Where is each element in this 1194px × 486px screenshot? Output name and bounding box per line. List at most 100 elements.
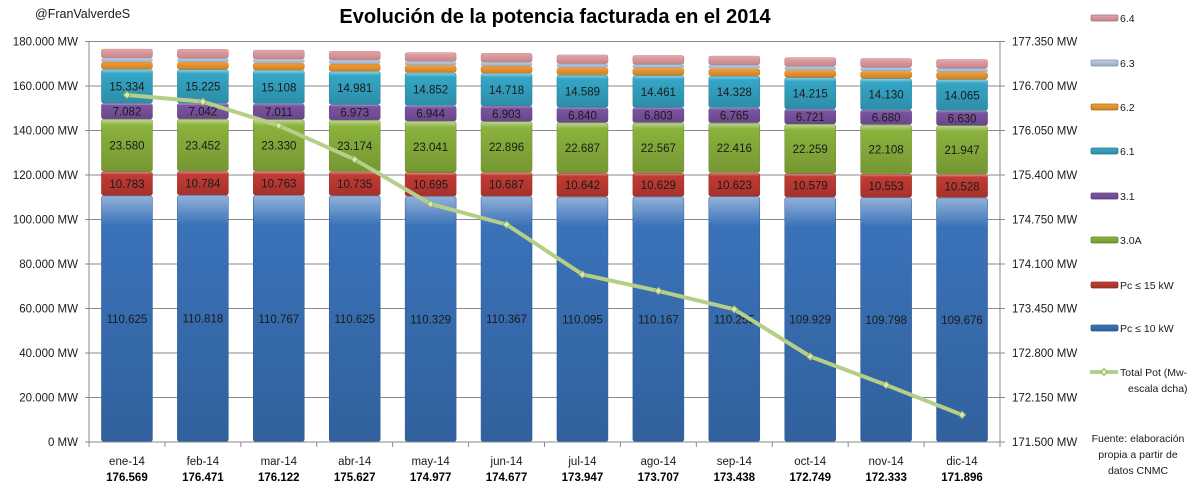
bar-segment-6-3 — [253, 59, 305, 63]
bar-segment-6-2 — [936, 72, 988, 80]
bar-segment-3-0a — [708, 122, 761, 173]
left-axis-tick-label: 180.000 MW — [13, 37, 78, 49]
legend-swatch — [1090, 14, 1119, 22]
category-total: 174.977 — [410, 472, 452, 484]
category-label: mar-14 — [261, 456, 298, 468]
category-label: jul-14 — [567, 456, 597, 468]
bar-segment-6-1 — [784, 77, 836, 110]
left-axis-tick-label: 20.000 MW — [19, 393, 78, 405]
data-label: 110.625 — [334, 314, 375, 326]
bar-segment-pc-10-kw — [253, 195, 305, 442]
data-label: 7.011 — [265, 107, 293, 119]
bar-segment-6-3 — [556, 64, 609, 68]
data-label: 14.065 — [944, 90, 979, 102]
data-label: 10.687 — [489, 180, 524, 192]
bar-segment-pc-15-kw — [936, 174, 988, 198]
data-label: 23.330 — [261, 141, 296, 153]
bar-segment-6-3 — [708, 65, 761, 69]
data-label: 22.259 — [793, 144, 828, 156]
data-label: 6.973 — [340, 108, 369, 120]
bar-segment-3-1 — [404, 105, 457, 122]
data-label: 21.947 — [944, 145, 979, 157]
data-label: 22.567 — [641, 143, 676, 155]
data-label: 10.579 — [793, 181, 828, 193]
bar-segment-3-1 — [101, 103, 153, 120]
bar-segment-3-0a — [632, 122, 685, 173]
category-total: 173.438 — [714, 472, 756, 484]
bar-segment-6-4 — [708, 55, 761, 66]
category-total: 175.627 — [334, 472, 376, 484]
source-line: datos CNMC — [1108, 465, 1169, 477]
data-label: 22.416 — [717, 143, 752, 155]
data-label: 10.695 — [413, 180, 448, 192]
category-label: jun-14 — [490, 456, 524, 468]
legend-item-6-1: 6.1 — [1090, 146, 1135, 158]
data-label: 14.215 — [793, 89, 828, 101]
data-label: 14.852 — [413, 84, 448, 96]
data-label: 110.767 — [258, 314, 299, 326]
data-label: 6.803 — [644, 110, 673, 122]
category-total: 171.896 — [941, 472, 983, 484]
bar-segment-6-1 — [253, 70, 305, 104]
bar-segment-pc-10-kw — [328, 195, 381, 442]
data-label: 6.765 — [720, 111, 749, 123]
bar-segment-6-4 — [328, 50, 381, 61]
data-label: 10.553 — [869, 181, 904, 193]
right-axis-tick-label: 175.400 MW — [1012, 170, 1077, 182]
bar-segment-pc-15-kw — [328, 171, 381, 196]
bar-segment-pc-15-kw — [480, 172, 533, 197]
bar-segment-6-4 — [632, 55, 685, 65]
right-axis-tick-label: 172.800 MW — [1012, 348, 1077, 360]
data-label: 22.896 — [489, 142, 524, 154]
category-label: feb-14 — [187, 456, 220, 468]
legend-swatch — [1090, 192, 1119, 200]
bar-segment-6-4 — [860, 58, 912, 68]
total-line-marker — [578, 270, 587, 279]
total-line-marker — [274, 121, 283, 130]
bar-segment-6-3 — [177, 58, 229, 63]
bar-segment-3-1 — [556, 107, 609, 123]
category-total: 176.471 — [182, 472, 224, 484]
data-label: 14.461 — [641, 87, 676, 99]
total-line-marker — [350, 155, 359, 164]
axes: 0 MW 20.000 MW 40.000 MW 60.000 MW 80.000 MW… — [13, 37, 1078, 450]
bar-segment-3-0a — [177, 119, 229, 172]
bar-segment-6-1 — [404, 72, 457, 106]
bar-segment-6-4 — [936, 59, 988, 69]
legend-label: 6.4 — [1120, 13, 1135, 25]
bar-segment-6-3 — [404, 61, 457, 66]
category-label: ago-14 — [640, 456, 676, 468]
bar-segment-6-3 — [480, 62, 533, 66]
data-label: 109.676 — [941, 315, 983, 327]
bar-segment-6-2 — [556, 67, 609, 75]
bar-segment-3-1 — [253, 103, 305, 120]
data-label: 22.687 — [565, 143, 600, 155]
category-label: abr-14 — [338, 456, 372, 468]
category-total: 172.333 — [865, 472, 907, 484]
bar-segment-3-1 — [860, 109, 912, 125]
data-label: 10.629 — [641, 180, 676, 192]
category-total: 173.707 — [638, 472, 680, 484]
bar-segment-3-1 — [784, 109, 836, 124]
bar-segment-pc-10-kw — [177, 195, 229, 442]
legend-label: 3.1 — [1120, 191, 1135, 203]
data-label: 15.108 — [261, 82, 296, 94]
bar-segment-6-4 — [253, 49, 305, 60]
legend-item-3-1: 3.1 — [1090, 191, 1135, 203]
bar-segment-3-0a — [480, 121, 533, 173]
bar-segment-6-2 — [632, 68, 685, 76]
bar-segment-3-1 — [632, 107, 685, 123]
bar-segment-6-4 — [556, 54, 609, 64]
total-line-marker — [957, 410, 967, 420]
left-axis-tick-label: 100.000 MW — [13, 215, 78, 227]
left-axis-tick-label: 160.000 MW — [13, 81, 78, 93]
category-label: may-14 — [411, 456, 450, 468]
bar-segment-pc-10-kw — [101, 195, 153, 442]
legend-label: Pc ≤ 10 kW — [1120, 323, 1174, 335]
data-label: 6.903 — [492, 109, 521, 121]
category-total: 173.947 — [562, 472, 604, 484]
bar-segment-3-0a — [860, 124, 912, 174]
legend-item-pc-10-kw: Pc ≤ 10 kW — [1090, 323, 1174, 335]
right-axis-tick-label: 174.100 MW — [1012, 259, 1077, 271]
